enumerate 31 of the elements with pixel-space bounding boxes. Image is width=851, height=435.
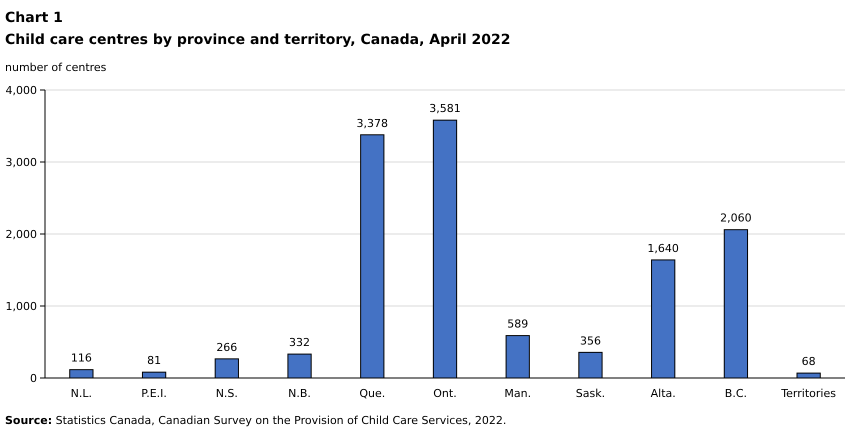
x-tick-label: Alta. — [650, 387, 676, 400]
data-label: 266 — [216, 340, 238, 354]
data-label: 1,640 — [647, 242, 679, 255]
y-axis-title: number of centres — [5, 61, 107, 74]
y-tick-label: 3,000 — [6, 156, 37, 169]
y-tick-label: 4,000 — [6, 84, 37, 97]
source-note: Source: Statistics Canada, Canadian Survey on the Provision of Child Care Services, 2022. — [5, 414, 506, 427]
y-tick-label: 2,000 — [6, 228, 37, 241]
x-tick-label: Man. — [504, 387, 532, 400]
data-label: 3,378 — [356, 116, 388, 130]
x-tick-label: N.L. — [70, 387, 92, 400]
x-tick-label: Ont. — [433, 387, 457, 400]
data-label: 589 — [507, 318, 528, 331]
x-tick-label: Que. — [359, 387, 386, 400]
data-label: 332 — [289, 336, 310, 350]
data-label: 81 — [147, 354, 162, 368]
data-label: 3,581 — [429, 102, 461, 116]
x-tick-label: N.B. — [288, 387, 311, 400]
data-label: 68 — [802, 355, 816, 368]
data-label: 116 — [70, 352, 92, 365]
y-tick-label: 1,000 — [6, 300, 37, 313]
data-label: 2,060 — [720, 212, 752, 225]
y-tick-label: 0 — [30, 372, 37, 385]
x-tick-label: Territories — [780, 387, 836, 400]
x-tick-label: N.S. — [216, 387, 238, 400]
x-tick-label: Sask. — [576, 387, 606, 400]
data-label: 356 — [580, 334, 601, 348]
x-tick-label: P.E.I. — [141, 387, 167, 400]
chart-title: Chart 1 — [5, 10, 63, 26]
chart-subtitle: Child care centres by province and territory, Canada, April 2022 — [5, 32, 510, 48]
x-tick-label: B.C. — [724, 387, 748, 400]
